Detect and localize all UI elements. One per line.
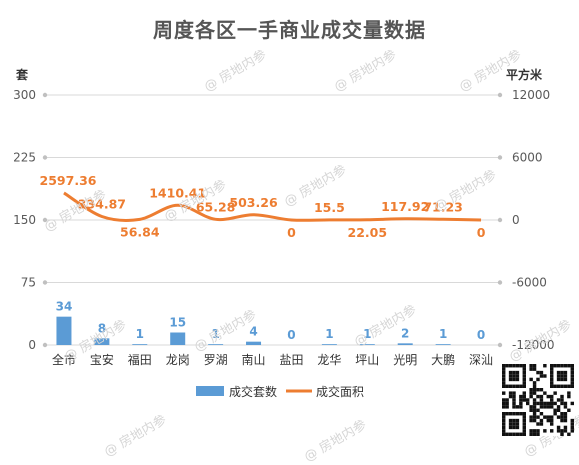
x-tick-label: 大鹏 xyxy=(431,353,455,367)
bar-data-label: 0 xyxy=(477,328,485,342)
tick-dot-left xyxy=(42,280,48,285)
tick-dot-right xyxy=(497,155,503,160)
x-tick-label: 宝安 xyxy=(90,352,114,367)
line-data-label: 1410.41 xyxy=(149,185,206,200)
bar xyxy=(208,344,224,345)
bar xyxy=(359,344,375,345)
tick-dot-left xyxy=(42,342,48,348)
right-tick-label: 6000 xyxy=(512,151,543,165)
left-tick-label: 150 xyxy=(13,213,36,227)
line-data-label: 503.26 xyxy=(229,195,278,210)
x-tick-label: 深汕 xyxy=(469,353,493,367)
right-tick-label: 12000 xyxy=(512,88,550,102)
tick-dot-right xyxy=(497,280,503,285)
bar-data-label: 15 xyxy=(169,316,186,330)
x-tick-label: 罗湖 xyxy=(204,352,228,367)
tick-dot-right xyxy=(497,342,503,348)
bar-data-label: 1 xyxy=(211,327,219,341)
right-tick-label: -6000 xyxy=(512,276,547,290)
bar-data-label: 2 xyxy=(401,326,409,340)
bar-data-label: 8 xyxy=(98,321,106,335)
line-data-label: 2597.36 xyxy=(40,173,97,188)
bar-data-label: 0 xyxy=(287,328,295,342)
bar-data-label: 1 xyxy=(363,327,371,341)
line-data-label: 56.84 xyxy=(120,224,160,239)
right-tick-label: -12000 xyxy=(512,338,555,352)
tick-dot-left xyxy=(42,217,48,223)
left-tick-label: 0 xyxy=(28,338,36,352)
bar-data-label: 1 xyxy=(136,327,144,341)
tick-dot-left xyxy=(42,155,48,160)
bar-data-label: 4 xyxy=(249,325,257,339)
x-tick-label: 福田 xyxy=(128,352,152,367)
right-axis-unit: 平方米 xyxy=(506,68,543,82)
line-data-label: 22.05 xyxy=(348,225,388,240)
line-series-area xyxy=(63,191,482,222)
line-data-label: 117.92 xyxy=(381,199,429,214)
legend-swatch-bars xyxy=(196,386,224,396)
left-tick-label: 300 xyxy=(13,88,36,102)
bar xyxy=(246,341,262,345)
left-tick-label: 225 xyxy=(13,151,36,165)
line-data-label: 334.87 xyxy=(78,197,126,212)
line-data-label: 0 xyxy=(287,225,296,240)
x-tick-label: 龙岗 xyxy=(166,353,190,367)
line-data-label: 65.28 xyxy=(196,199,236,214)
bar xyxy=(435,344,451,345)
bar xyxy=(56,316,72,345)
line-data-label: 71.23 xyxy=(423,199,463,214)
bar-data-label: 1 xyxy=(439,327,447,341)
bar-data-label: 1 xyxy=(325,327,333,341)
legend-label-bars: 成交套数 xyxy=(229,384,277,399)
tick-dot-right xyxy=(497,217,503,223)
qr-code-icon xyxy=(502,364,574,436)
right-tick-label: 0 xyxy=(512,213,520,227)
x-tick-label: 全市 xyxy=(52,352,76,367)
x-tick-label: 龙华 xyxy=(317,353,341,367)
bar xyxy=(321,344,337,345)
x-tick-label: 光明 xyxy=(393,353,417,367)
x-tick-label: 盐田 xyxy=(279,353,303,367)
bar xyxy=(397,343,413,345)
legend-label-line: 成交面积 xyxy=(316,384,364,399)
chart-title: 周度各区一手商业成交量数据 xyxy=(153,18,426,42)
bar-data-label: 34 xyxy=(56,300,73,314)
bar xyxy=(170,332,186,345)
x-tick-label: 南山 xyxy=(242,352,266,367)
line-data-label: 0 xyxy=(477,225,486,240)
left-axis-unit: 套 xyxy=(16,68,29,82)
tick-dot-right xyxy=(497,92,503,98)
tick-dot-left xyxy=(42,92,48,98)
chart: 周度各区一手商业成交量数据 套 平方米 300 12000 225 6000 150 0 7… xyxy=(13,18,579,465)
left-tick-label: 75 xyxy=(21,276,36,290)
bar xyxy=(132,344,148,345)
line-data-label: 15.5 xyxy=(314,200,345,215)
bar xyxy=(94,338,110,345)
x-tick-label: 坪山 xyxy=(355,353,379,367)
